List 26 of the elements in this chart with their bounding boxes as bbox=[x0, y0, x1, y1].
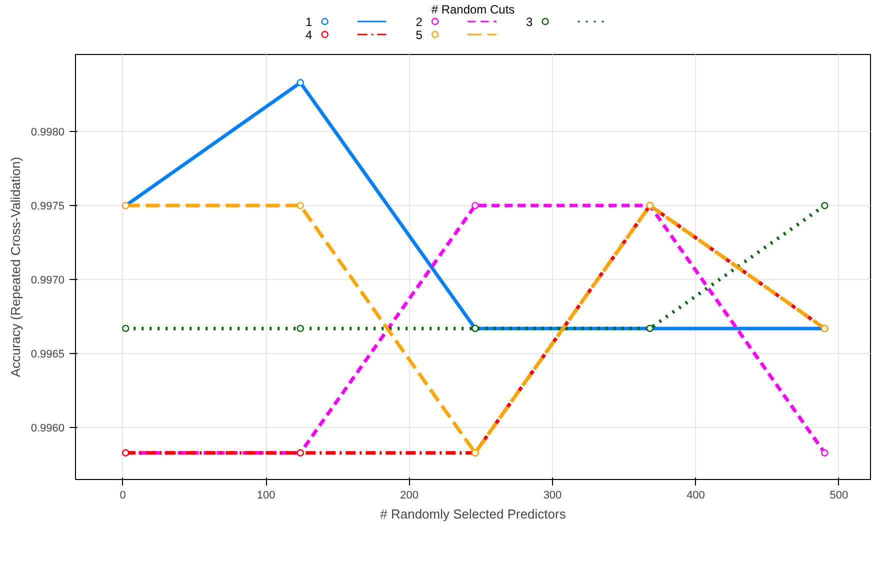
legend-label: 1 bbox=[306, 15, 313, 29]
x-tick-label: 100 bbox=[256, 490, 276, 502]
legend-label: 4 bbox=[306, 28, 313, 42]
y-tick-label: 0.9975 bbox=[30, 200, 65, 213]
x-tick-label: 500 bbox=[830, 490, 848, 502]
point bbox=[296, 324, 304, 332]
point bbox=[296, 202, 304, 210]
x-tick-label: 0 bbox=[120, 490, 126, 502]
y-tick-label: 0.9980 bbox=[30, 126, 65, 139]
point bbox=[122, 324, 130, 332]
x-tick-label: 300 bbox=[543, 490, 562, 502]
y-tick-label: 0.9960 bbox=[30, 422, 65, 435]
legend-label: 5 bbox=[416, 28, 423, 42]
point bbox=[821, 449, 828, 456]
y-tick-label: 0.9965 bbox=[30, 348, 65, 361]
x-tick-label: 200 bbox=[400, 490, 418, 502]
legend-label: 2 bbox=[416, 15, 423, 29]
x-axis-title: # Randomly Selected Predictors bbox=[380, 506, 566, 522]
y-tick-label: 0.9970 bbox=[30, 274, 65, 287]
legend-title: # Random Cuts bbox=[431, 2, 515, 16]
legend-label: 3 bbox=[526, 15, 533, 29]
point bbox=[821, 202, 828, 210]
point bbox=[472, 202, 479, 210]
x-tick-label: 400 bbox=[686, 490, 705, 502]
point bbox=[296, 79, 304, 86]
y-axis-title: Accuracy (Repeated Cross-Validation) bbox=[8, 156, 23, 378]
